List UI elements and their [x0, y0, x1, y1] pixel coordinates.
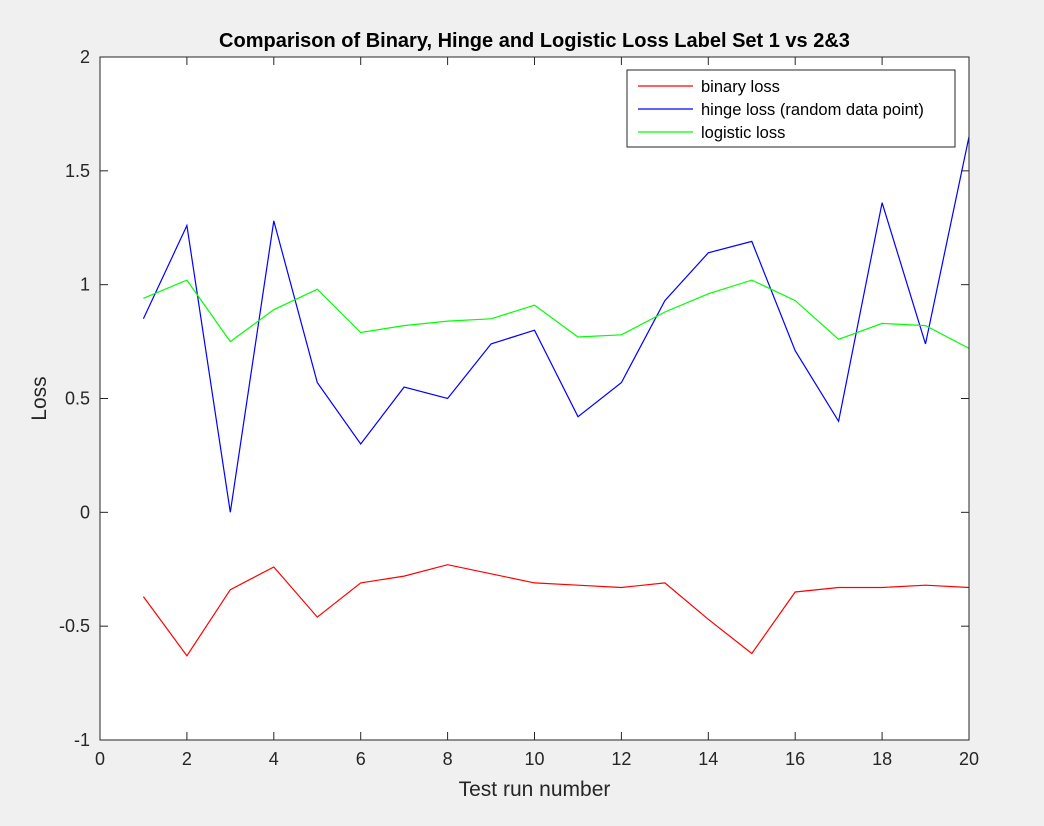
tick-labels-layer: 0 2 4 6 8 10 12 14 16 18 20 -1 -0.5 0 0.5 1 1.5 2 — [59, 47, 979, 769]
x-tick-label: 16 — [785, 749, 805, 769]
x-tick-label: 20 — [959, 749, 979, 769]
series-line-0 — [142, 564, 970, 657]
y-tick-label: 2 — [80, 47, 90, 67]
series-layer — [142, 136, 970, 657]
x-tick-label: 10 — [524, 749, 544, 769]
x-tick-label: 4 — [269, 749, 279, 769]
y-tick-label: -0.5 — [59, 616, 90, 636]
legend-items: binary loss hinge loss (random data point… — [638, 78, 924, 142]
x-tick-label: 8 — [443, 749, 453, 769]
ticks-layer — [99, 56, 970, 741]
x-tick-label: 6 — [356, 749, 366, 769]
x-tick-label: 14 — [698, 749, 718, 769]
chart-title: Comparison of Binary, Hinge and Logistic… — [219, 30, 850, 52]
plot-area — [100, 57, 969, 740]
x-tick-label: 12 — [611, 749, 631, 769]
series-line-2 — [143, 279, 970, 349]
x-tick-label: 0 — [95, 749, 105, 769]
x-tick-label: 18 — [872, 749, 892, 769]
y-tick-label: 1 — [80, 275, 90, 295]
legend-label: binary loss — [701, 78, 780, 96]
y-tick-label: -1 — [74, 730, 90, 750]
series-line-1 — [142, 136, 970, 513]
legend-label: hinge loss (random data point) — [701, 101, 924, 119]
y-axis-label: Loss — [28, 376, 51, 420]
x-axis-label: Test run number — [459, 778, 611, 801]
legend: binary loss hinge loss (random data point… — [626, 69, 956, 148]
y-tick-label: 1.5 — [65, 161, 90, 181]
legend-label: logistic loss — [701, 124, 785, 142]
x-tick-label: 2 — [182, 749, 192, 769]
y-tick-label: 0.5 — [65, 389, 90, 409]
y-tick-label: 0 — [80, 502, 90, 522]
